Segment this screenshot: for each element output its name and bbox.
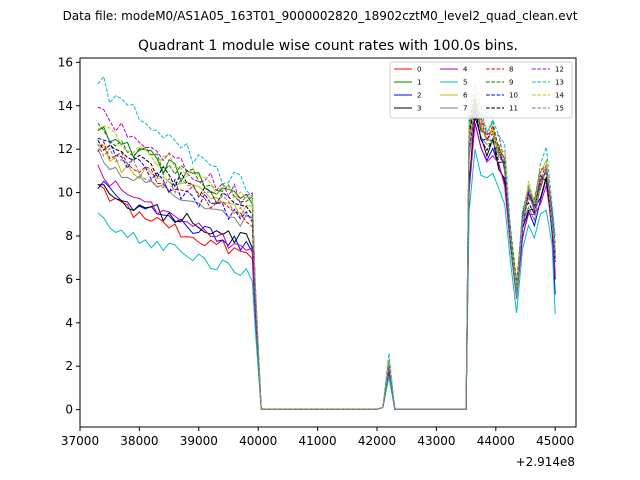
y-tick-label: 16: [58, 55, 73, 69]
x-tick-label: 42000: [358, 434, 396, 448]
x-tick-label: 40000: [239, 434, 277, 448]
legend-label-14: 14: [555, 92, 564, 100]
legend-label-13: 13: [555, 79, 564, 87]
x-tick-label: 43000: [417, 434, 455, 448]
chart-suptitle: Data file: modeM0/AS1A05_163T01_90000028…: [63, 9, 578, 23]
legend-frame: [389, 61, 573, 119]
y-tick-label: 10: [58, 186, 73, 200]
legend-label-6: 6: [463, 92, 468, 100]
legend-label-12: 12: [555, 66, 564, 74]
x-tick-label: 39000: [180, 434, 218, 448]
y-tick-label: 6: [65, 272, 73, 286]
x-tick-label: 44000: [477, 434, 515, 448]
x-tick-label: 37000: [61, 434, 99, 448]
y-tick-label: 2: [65, 359, 73, 373]
plot-frame: [79, 57, 577, 428]
x-tick-label: 45000: [536, 434, 574, 448]
series-line-15: [97, 105, 556, 410]
legend-label-0: 0: [417, 66, 421, 74]
y-tick-label: 0: [65, 403, 73, 417]
legend-label-7: 7: [463, 105, 467, 113]
x-tick-label: 38000: [120, 434, 158, 448]
legend-label-2: 2: [417, 92, 421, 100]
legend-label-1: 1: [417, 79, 421, 87]
y-tick-label: 4: [65, 316, 73, 330]
legend-label-15: 15: [555, 105, 564, 113]
legend-label-3: 3: [417, 105, 421, 113]
legend-label-9: 9: [509, 79, 513, 87]
x-offset-label: +2.914e8: [516, 455, 575, 469]
chart-title: Quadrant 1 module wise count rates with …: [138, 38, 518, 54]
legend-label-5: 5: [463, 79, 467, 87]
x-tick-label: 41000: [299, 434, 337, 448]
legend-label-8: 8: [509, 66, 513, 74]
legend-label-11: 11: [509, 105, 518, 113]
axis-layer: 37000 38000 39000 40000 41000 42000 43000 44000…: [58, 55, 575, 448]
legend-label-4: 4: [463, 66, 468, 74]
y-tick-label: 8: [65, 229, 73, 243]
y-tick-label: 12: [58, 142, 73, 156]
y-tick-label: 14: [58, 99, 73, 113]
legend-label-10: 10: [509, 92, 518, 100]
